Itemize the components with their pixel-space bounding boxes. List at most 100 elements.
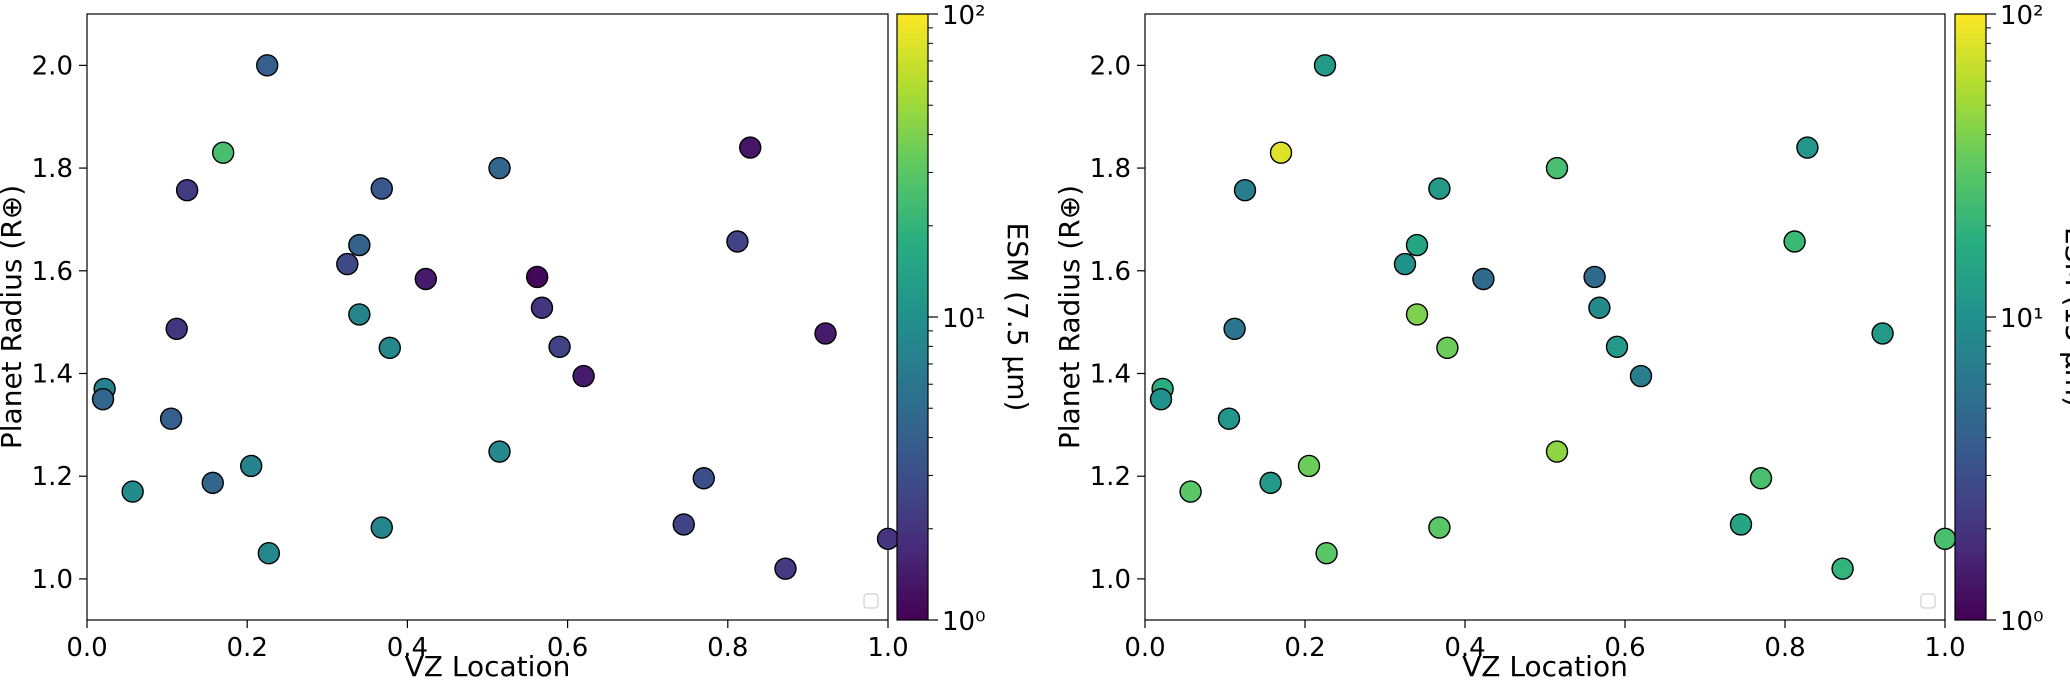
y-tick-label: 1.2 [32,462,73,492]
scatter-point [1428,516,1451,539]
colorbar-tick-label: 10⁰ [942,607,986,637]
scatter-point [1217,407,1241,430]
scatter-point [1393,252,1417,276]
legend-box [863,593,879,609]
scatter-point [1315,542,1338,565]
scatter-point [1297,454,1321,478]
scatter-point [121,480,144,503]
scatter-point [256,54,279,77]
x-tick-label: 0.4 [1444,633,1485,663]
x-tick-label: 0.6 [1604,633,1645,663]
scatter-point [1269,141,1293,164]
y-tick-label: 1.4 [32,359,73,389]
scatter-panel-2: 0.0 0.2 0.4 0.6 0.8 1.0 1.0 1.2 1.4 1.6 1.8 2.0 VZ L… [1053,1,2070,681]
x-axis-label: VZ Location [1462,650,1628,681]
scatter-point [814,322,837,345]
colorbar: 10⁰ 10¹ 10² ESM (15 μm) [1954,1,2070,637]
y-axis-label: Planet Radius (R⊕) [1053,185,1086,449]
scatter-point [1405,303,1429,326]
scatter-point [336,252,359,276]
scatter-point [1179,480,1202,503]
scatter-point [1472,267,1495,291]
scatter-point [91,387,115,411]
scatter-point [240,454,263,478]
colorbar-label: ESM (15 μm) [2059,227,2070,407]
scatter-point [1545,156,1569,180]
x-axis-label: VZ Location [405,650,571,681]
x-tick-label: 0.6 [547,633,588,663]
scatter-point [1831,557,1854,580]
scatter-point [348,303,371,326]
colorbar-tick-label: 10⁰ [2000,607,2044,637]
colorbar-label: ESM (7.5 μm) [1001,223,1034,412]
scatter-point [1436,336,1459,360]
scatter-point [1233,178,1257,202]
scatter-point [370,516,393,539]
scatter-point [1588,296,1611,319]
y-tick-label: 1.8 [1090,154,1131,184]
scatter-point [370,177,393,200]
scatter-point [548,335,571,358]
y-tick-label: 1.0 [1090,565,1131,595]
scatter-point [692,467,715,490]
y-tick-label: 1.2 [1090,462,1131,492]
scatter-point [175,178,199,202]
scatter-point [876,527,900,551]
plot-frame [1144,13,1946,621]
y-tick-label: 2.0 [32,51,73,81]
x-tick-label: 0.2 [1284,633,1325,663]
colorbar-gradient [1954,13,1987,621]
scatter-point [1729,513,1753,536]
scatter-point [201,471,224,495]
scatter-point [1545,440,1569,463]
scatter-point [1629,364,1653,388]
colorbar-gradient [896,13,929,621]
y-tick-label: 2.0 [1090,51,1131,81]
scatter-point [1428,177,1451,200]
scatter-point [257,542,281,565]
scatter-point [739,136,762,159]
y-tick-label: 1.4 [1090,359,1131,389]
scatter-point [378,336,401,360]
plot-frame [86,13,889,621]
colorbar-tick-label: 10² [2000,1,2044,31]
colorbar-tick-label: 10¹ [942,304,986,334]
x-tick-label: 0.8 [1764,633,1805,663]
scatter-point [1259,471,1282,495]
legend-box [1920,593,1936,609]
scatter-point [774,557,797,580]
scatter-point [1605,335,1629,358]
scatter-point [1783,230,1806,253]
x-tick-label: 0.2 [227,633,268,663]
x-tick-label: 1.0 [1924,633,1965,663]
y-tick-label: 1.0 [32,565,73,595]
scatter-point [165,317,188,341]
scatter-point [1223,317,1246,341]
x-tick-label: 0.0 [66,633,107,663]
scatter-point [159,407,183,430]
colorbar-tick-label: 10² [942,1,986,31]
scatter-point [572,364,595,388]
x-tick-label: 0.0 [1124,633,1165,663]
scatter-point [488,156,511,180]
y-tick-label: 1.6 [32,257,73,287]
colorbar: 10⁰ 10¹ 10² ESM (7.5 μm) [896,1,1034,637]
scatter-point [672,513,695,536]
y-axis-label: Planet Radius (R⊕) [0,185,28,449]
y-tick-label: 1.8 [32,154,73,184]
scatter-point [1749,467,1773,490]
x-tick-label: 0.8 [707,633,748,663]
x-tick-label: 0.4 [387,633,428,663]
scatter-point [1871,322,1894,345]
y-tick-label: 1.6 [1090,257,1131,287]
scatter-point [1313,54,1337,77]
scatter-point [1149,387,1173,411]
scatter-point [726,230,749,253]
scatter-point [488,440,511,463]
scatter-point [348,233,371,257]
scatter-panel-1: 0.0 0.2 0.4 0.6 0.8 1.0 1.0 1.2 1.4 1.6 1.8 2.0 VZ L… [0,1,1034,681]
scatter-point [530,296,554,319]
scatter-point [1405,233,1429,257]
scatter-point [525,265,549,289]
scatter-point [211,141,235,164]
